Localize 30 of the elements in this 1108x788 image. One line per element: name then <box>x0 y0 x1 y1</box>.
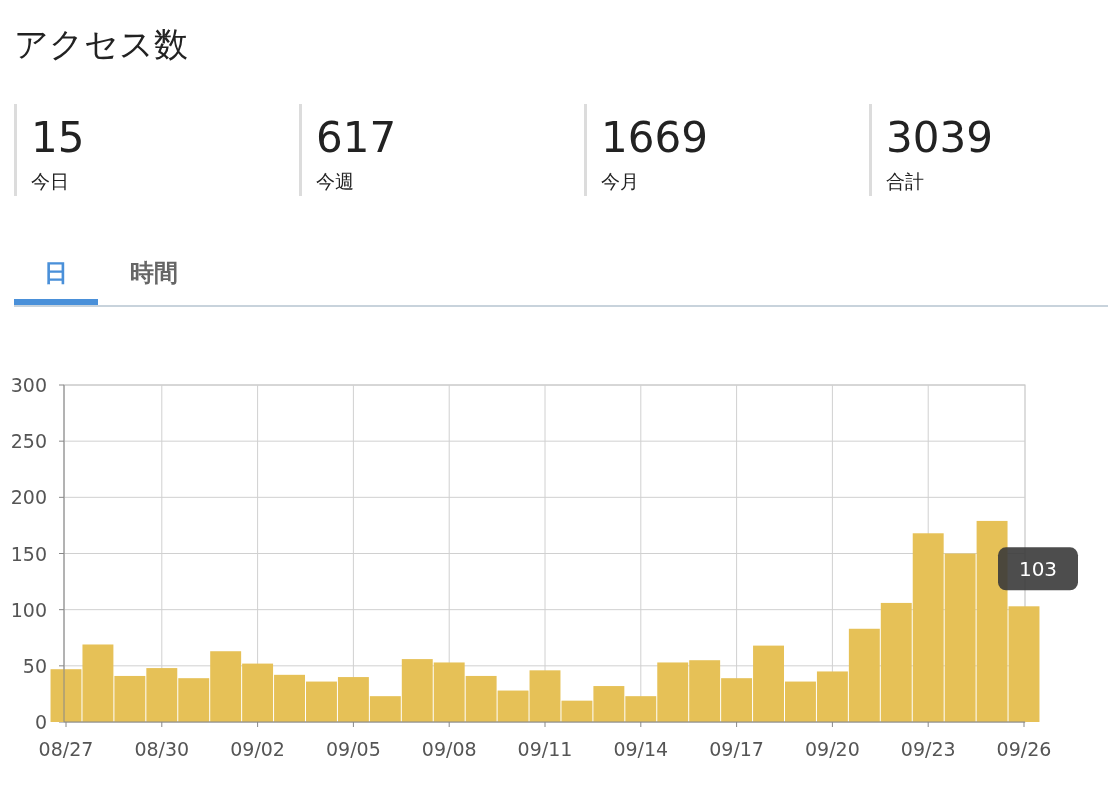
x-tick-label: 09/14 <box>613 738 669 760</box>
x-tick-label: 09/05 <box>326 738 381 760</box>
text: 3039 <box>886 113 993 162</box>
text: 日 <box>44 259 68 287</box>
text: 今週 <box>316 170 354 192</box>
y-tick-label: 250 <box>10 430 47 453</box>
text: 1669 <box>601 113 708 162</box>
y-tick-label: 300 <box>10 374 47 396</box>
y-tick-label: 50 <box>22 654 47 677</box>
text: 時間 <box>130 259 178 287</box>
x-tick-label: 09/02 <box>230 738 285 760</box>
annotation: 103 <box>1018 557 1058 582</box>
x-tick-label: 08/27 <box>38 738 94 760</box>
text: 今日 <box>31 170 69 192</box>
text: 今月 <box>601 170 639 192</box>
x-tick-label: 09/08 <box>421 738 477 760</box>
y-tick-label: 150 <box>10 542 47 565</box>
x-tick-label: 08/30 <box>134 738 190 760</box>
x-tick-label: 09/23 <box>900 738 956 760</box>
text: 617 <box>316 113 397 162</box>
y-tick-label: 100 <box>10 598 47 621</box>
x-tick-label: 09/26 <box>996 738 1052 760</box>
x-tick-label: 09/11 <box>517 738 573 760</box>
x-tick-label: 09/17 <box>709 738 764 760</box>
text: 15 <box>31 113 85 162</box>
text: アクセス数 <box>14 24 188 64</box>
y-tick-label: 0 <box>34 711 47 733</box>
x-tick-label: 09/20 <box>805 738 860 760</box>
y-tick-label: 200 <box>10 486 47 509</box>
text: 合計 <box>886 170 924 192</box>
